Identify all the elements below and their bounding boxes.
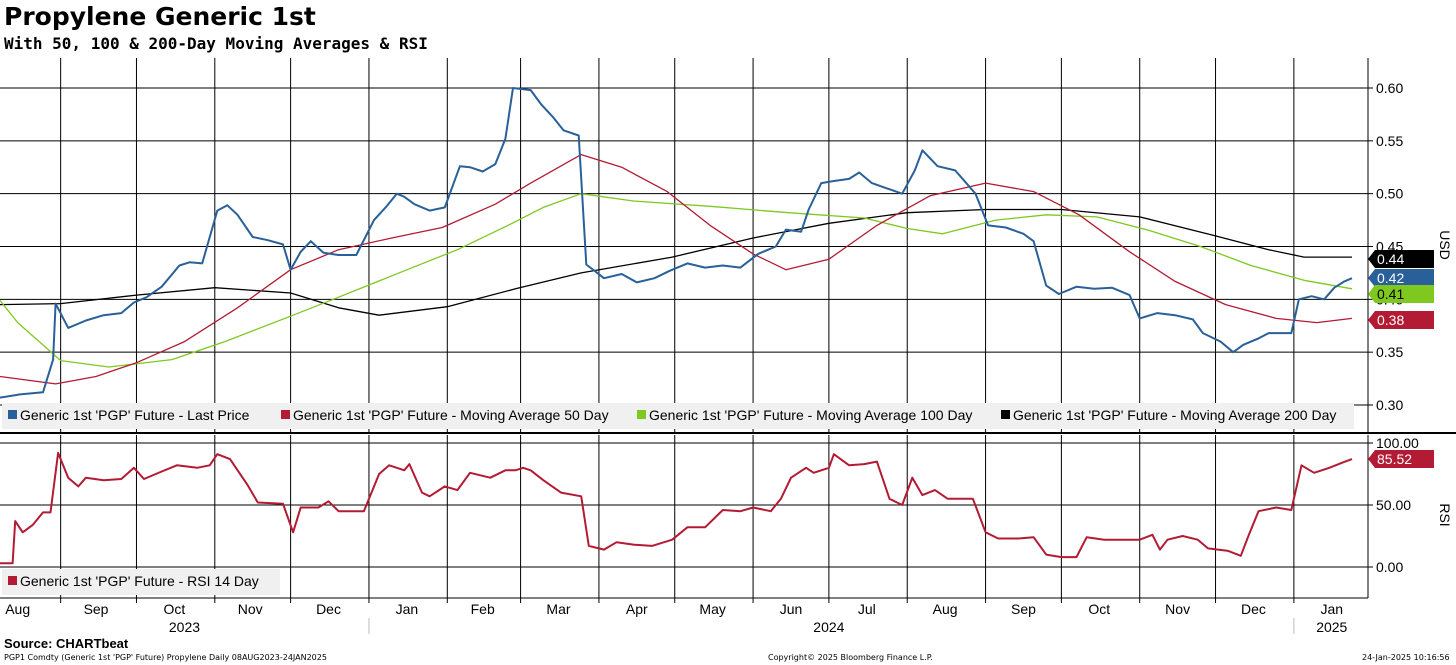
price-tick-label: 0.60 [1376,80,1403,96]
price-series-line-3 [0,208,1352,316]
legend-label: Generic 1st 'PGP' Future - Moving Averag… [293,407,609,423]
price-series-line-2 [0,193,1353,368]
x-month-label: May [699,601,725,617]
legend-swatch [8,410,17,419]
last-value-badge-bg [1368,250,1434,268]
chart-title: Propylene Generic 1st [4,2,316,31]
x-month-label: Dec [1241,601,1266,617]
x-month-label: Jan [396,601,419,617]
rsi-panel-legend: Generic 1st 'PGP' Future - RSI 14 Day [2,569,280,595]
price-legend-box [2,403,1354,429]
x-month-label: Jun [780,601,803,617]
last-value-badge-label: 0.41 [1377,286,1404,302]
last-value-badge: 0.44 [1368,250,1434,268]
rsi-last-value-badge: 85.52 [1368,450,1434,468]
price-tick-label: 0.50 [1376,186,1403,202]
price-panel-grid [0,58,1456,434]
last-value-badge-label: 0.38 [1377,312,1404,328]
price-panel-legend: Generic 1st 'PGP' Future - Last Price Gen… [2,403,1354,429]
rsi-legend-box [2,569,280,595]
rsi-axis-label: RSI [1437,503,1453,526]
last-value-badge: 0.42 [1368,269,1434,287]
chart-subtitle: With 50, 100 & 200-Day Moving Averages &… [4,34,428,53]
last-value-badge-bg [1368,311,1434,329]
price-tick-label: 0.55 [1376,133,1403,149]
x-month-label: Nov [238,601,263,617]
last-value-badge-bg [1368,269,1434,287]
x-month-label: Sep [84,601,109,617]
price-series-line-0 [0,87,1353,399]
legend-label: Generic 1st 'PGP' Future - Moving Averag… [649,407,972,423]
price-series-line-1 [0,153,1353,385]
rsi-tick-label: 50.00 [1376,497,1411,513]
last-value-badge-bg [1368,285,1434,303]
price-panel-y-axis: 0.300.350.400.450.500.550.60USD0.440.420… [1367,58,1453,432]
x-year-label: 2025 [1316,619,1347,635]
price-tick-label: 0.30 [1376,397,1403,413]
rsi-panel-series [0,451,1353,565]
x-axis: Aug Sep Oct Nov Dec Jan Feb Mar Apr May Jun Jul Aug S… [0,597,1368,635]
x-month-label: Mar [546,601,570,617]
x-month-label: Feb [471,601,495,617]
x-month-label: Nov [1165,601,1190,617]
copyright-note: Copyright© 2025 Bloomberg Finance L.P. [768,653,933,662]
legend-swatch [8,576,17,585]
legend-label: Generic 1st 'PGP' Future - Last Price [20,407,250,423]
legend-swatch [637,410,646,419]
legend-label: Generic 1st 'PGP' Future - Moving Averag… [1013,407,1336,423]
x-month-label: Jul [858,601,876,617]
x-month-label: Oct [1088,601,1110,617]
x-month-label: Aug [933,601,958,617]
x-month-label: Oct [163,601,185,617]
x-year-label: 2024 [813,619,844,635]
price-axis-label: USD [1437,230,1453,260]
timestamp: 24-Jan-2025 10:16:56 [1362,653,1450,662]
x-month-label: Sep [1011,601,1036,617]
price-plot-background [0,58,1368,432]
x-year-label: 2023 [169,619,200,635]
last-value-badge-label: 0.42 [1377,270,1404,286]
legend-swatch [1001,410,1010,419]
source-note: Source: CHARTbeat [4,636,129,651]
rsi-panel-y-axis: 0.00 50.00 100.00 RSI 85.52 [1367,435,1453,598]
legend-label: Generic 1st 'PGP' Future - RSI 14 Day [20,573,259,589]
last-value-badge: 0.41 [1368,285,1434,303]
x-month-label: Dec [316,601,341,617]
rsi-tick-label: 0.00 [1376,559,1403,575]
price-panel-series [0,87,1353,399]
legend-swatch [281,410,290,419]
x-month-label: Jan [1320,601,1343,617]
x-month-label: Apr [626,601,648,617]
rsi-last-value-badge-label: 85.52 [1377,451,1412,467]
last-value-badge: 0.38 [1368,311,1434,329]
ticker-info: PGP1 Comdty (Generic 1st 'PGP' Future) P… [4,653,327,662]
rsi-last-value-badge-bg [1368,450,1434,468]
x-month-label: Aug [5,601,30,617]
rsi-series-line [0,451,1353,565]
rsi-tick-label: 100.00 [1376,435,1419,451]
last-value-badge-label: 0.44 [1377,251,1404,267]
price-tick-label: 0.35 [1376,344,1403,360]
